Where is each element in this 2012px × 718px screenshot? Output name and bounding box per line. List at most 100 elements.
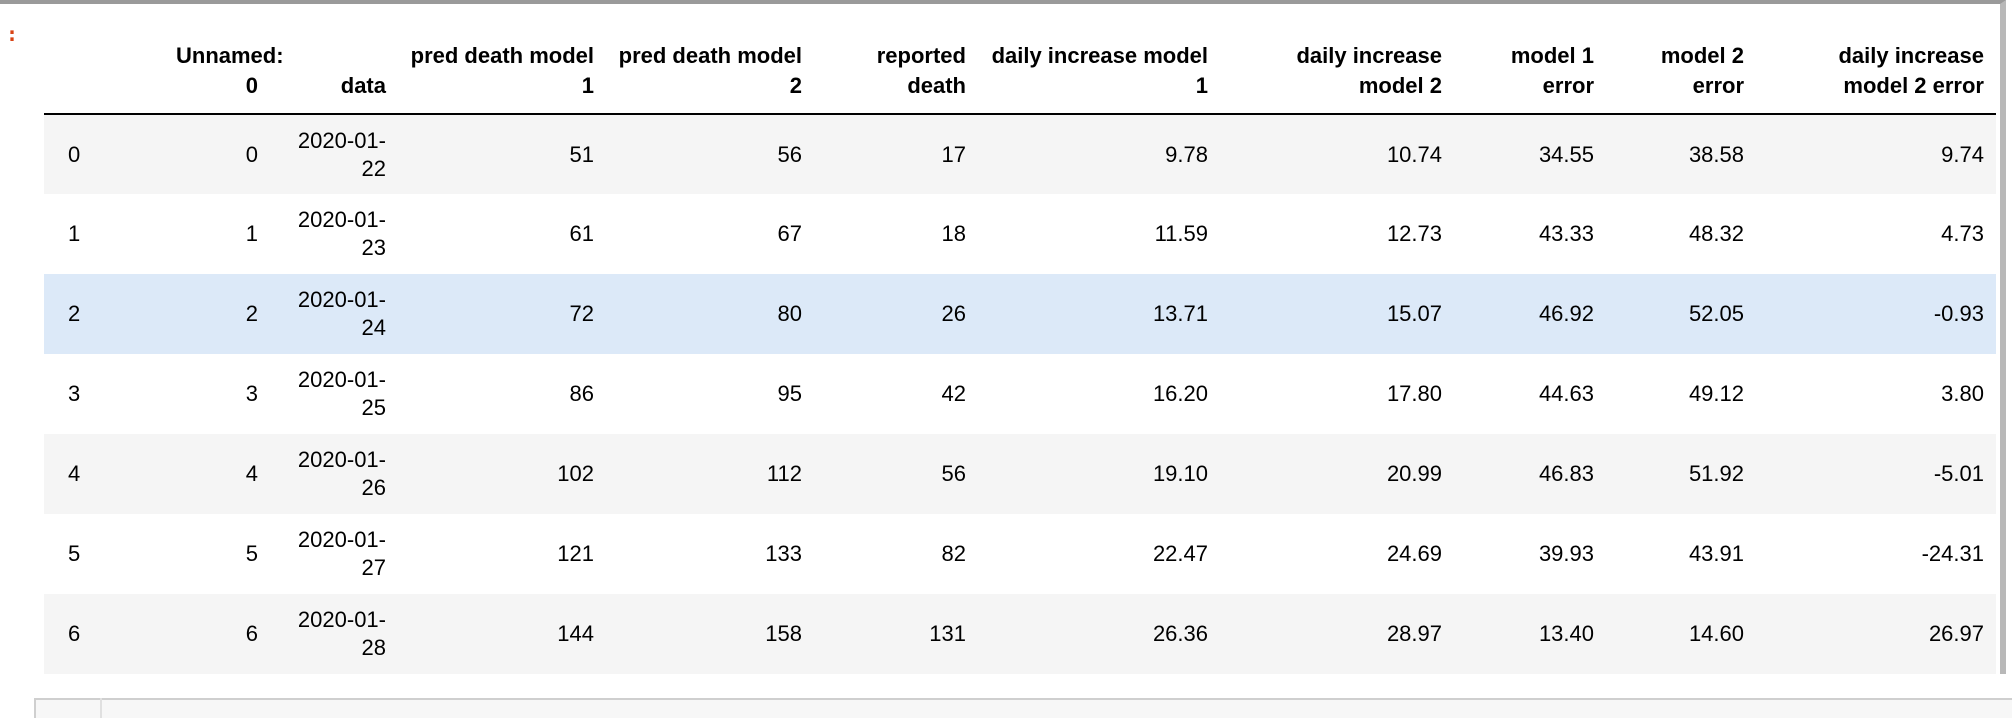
table-cell: 12.73 (1386, 221, 1442, 246)
table-cell: 16.20 (1152, 381, 1208, 406)
table-cell: 4.73 (1941, 221, 1984, 246)
table-cell: 6 (245, 621, 258, 646)
table-cell: 9.74 (1941, 141, 1984, 167)
table-cell: 43.91 (1688, 541, 1744, 566)
table-cell: 3.80 (1941, 381, 1984, 406)
table-cell: 9.78 (1165, 141, 1208, 167)
output-prompt: : (6, 22, 19, 46)
table-cell: 49.12 (1688, 381, 1744, 406)
column-header-daily-increase-model-2-error: daily increase model 2 error (1756, 4, 1996, 115)
column-header-daily-increase-model-2: daily increase model 2 (1220, 4, 1454, 115)
dataframe-table: Unnamed: 0 data pred death model 1 pred … (44, 4, 1996, 674)
row-index-cell: 1 (68, 221, 81, 246)
column-header-data: data (270, 4, 398, 115)
row-index-cell: 3 (68, 381, 81, 406)
table-cell: 56 (941, 461, 966, 486)
row-index-cell: 0 (68, 141, 81, 167)
table-cell: 80 (777, 301, 802, 326)
table-cell: 13.40 (1538, 621, 1594, 646)
table-cell: 0 (245, 141, 258, 167)
table-row[interactable]: 5 5 2020-01-27 121 133 82 22.47 24.69 39.93 43.91… (44, 514, 1996, 594)
table-cell: 38.58 (1688, 141, 1744, 167)
table-cell: -5.01 (1933, 461, 1984, 486)
table-cell: 14.60 (1688, 621, 1744, 646)
date-cell: 2020-01-24 (297, 287, 386, 340)
date-cell: 2020-01-25 (297, 367, 386, 420)
output-cell: : Unnamed: 0 data pred (0, 0, 2006, 674)
table-cell: 22.47 (1152, 541, 1208, 566)
table-cell: -24.31 (1921, 541, 1984, 566)
column-header-model-2-error: model 2 error (1606, 4, 1756, 115)
next-input-cell-divider (100, 698, 102, 718)
table-cell: 10.74 (1386, 141, 1442, 167)
table-cell: 51 (569, 141, 594, 167)
table-cell: 24.69 (1386, 541, 1442, 566)
row-index-cell: 2 (68, 301, 81, 326)
row-index-cell: 6 (68, 621, 81, 646)
table-cell: 20.99 (1386, 461, 1442, 486)
row-index-cell: 5 (68, 541, 81, 566)
table-cell: 46.92 (1538, 301, 1594, 326)
table-cell: 48.32 (1688, 221, 1744, 246)
table-cell: 19.10 (1152, 461, 1208, 486)
table-cell: 133 (765, 541, 802, 566)
table-cell: 46.83 (1538, 461, 1594, 486)
column-header-pred-death-model-2: pred death model 2 (606, 4, 814, 115)
dataframe-output[interactable]: Unnamed: 0 data pred death model 1 pred … (44, 4, 1998, 678)
table-cell: 26.36 (1152, 621, 1208, 646)
table-cell: 5 (245, 541, 258, 566)
table-cell: 52.05 (1688, 301, 1744, 326)
table-cell: 158 (765, 621, 802, 646)
table-cell: -0.93 (1933, 301, 1984, 326)
table-cell: 112 (766, 461, 802, 486)
table-cell: 26 (941, 301, 966, 326)
date-cell: 2020-01-22 (297, 127, 386, 181)
table-cell: 56 (777, 141, 802, 167)
table-row[interactable]: 2 2 2020-01-24 72 80 26 13.71 15.07 46.92 52.05 -0… (44, 274, 1996, 354)
header-row: Unnamed: 0 data pred death model 1 pred … (44, 4, 1996, 115)
table-cell: 34.55 (1538, 141, 1594, 167)
table-cell: 18 (941, 221, 966, 246)
table-row[interactable]: 3 3 2020-01-25 86 95 42 16.20 17.80 44.63 49.12 3.… (44, 354, 1996, 434)
column-header-reported-death: reported death (814, 4, 978, 115)
table-cell: 13.71 (1152, 301, 1208, 326)
column-header-model-1-error: model 1 error (1454, 4, 1606, 115)
table-cell: 17.80 (1386, 381, 1442, 406)
column-header-unnamed-0: Unnamed: 0 (164, 4, 284, 115)
table-cell: 131 (929, 621, 966, 646)
date-cell: 2020-01-28 (297, 607, 386, 660)
table-cell: 15.07 (1386, 301, 1442, 326)
table-row[interactable]: 4 4 2020-01-26 102 112 56 19.10 20.99 46.83 51.92… (44, 434, 1996, 514)
next-input-cell[interactable] (34, 698, 2012, 718)
table-cell: 1 (245, 221, 258, 246)
column-header-pred-death-model-1: pred death model 1 (398, 4, 606, 115)
table-cell: 44.63 (1538, 381, 1594, 406)
date-cell: 2020-01-23 (297, 207, 386, 260)
table-cell: 4 (245, 461, 258, 486)
table-cell: 2 (245, 301, 258, 326)
table-cell: 61 (569, 221, 594, 246)
table-cell: 72 (569, 301, 594, 326)
column-header-index (44, 4, 164, 115)
date-cell: 2020-01-27 (297, 527, 386, 580)
table-cell: 121 (557, 541, 594, 566)
table-cell: 42 (941, 381, 966, 406)
table-cell: 39.93 (1538, 541, 1594, 566)
table-cell: 86 (569, 381, 594, 406)
table-cell: 67 (777, 221, 802, 246)
table-cell: 144 (557, 621, 594, 646)
table-body: 0 0 2020-01-22 51 56 17 9.78 10.74 34.55 38.58 9.7… (44, 114, 1996, 674)
table-cell: 26.97 (1928, 621, 1984, 646)
table-cell: 11.59 (1154, 221, 1208, 246)
table-row[interactable]: 0 0 2020-01-22 51 56 17 9.78 10.74 34.55 38.58 9.7… (44, 114, 1996, 194)
date-cell: 2020-01-26 (297, 447, 386, 500)
table-cell: 3 (245, 381, 258, 406)
table-cell: 43.33 (1538, 221, 1594, 246)
table-cell: 95 (777, 381, 802, 406)
table-cell: 28.97 (1386, 621, 1442, 646)
table-row[interactable]: 1 1 2020-01-23 61 67 18 11.59 12.73 43.33 48.32 4.… (44, 194, 1996, 274)
table-row[interactable]: 6 6 2020-01-28 144 158 131 26.36 28.97 13.40 14.6… (44, 594, 1996, 674)
table-cell: 102 (557, 461, 594, 486)
row-index-cell: 4 (68, 461, 81, 486)
table-cell: 51.92 (1688, 461, 1744, 486)
